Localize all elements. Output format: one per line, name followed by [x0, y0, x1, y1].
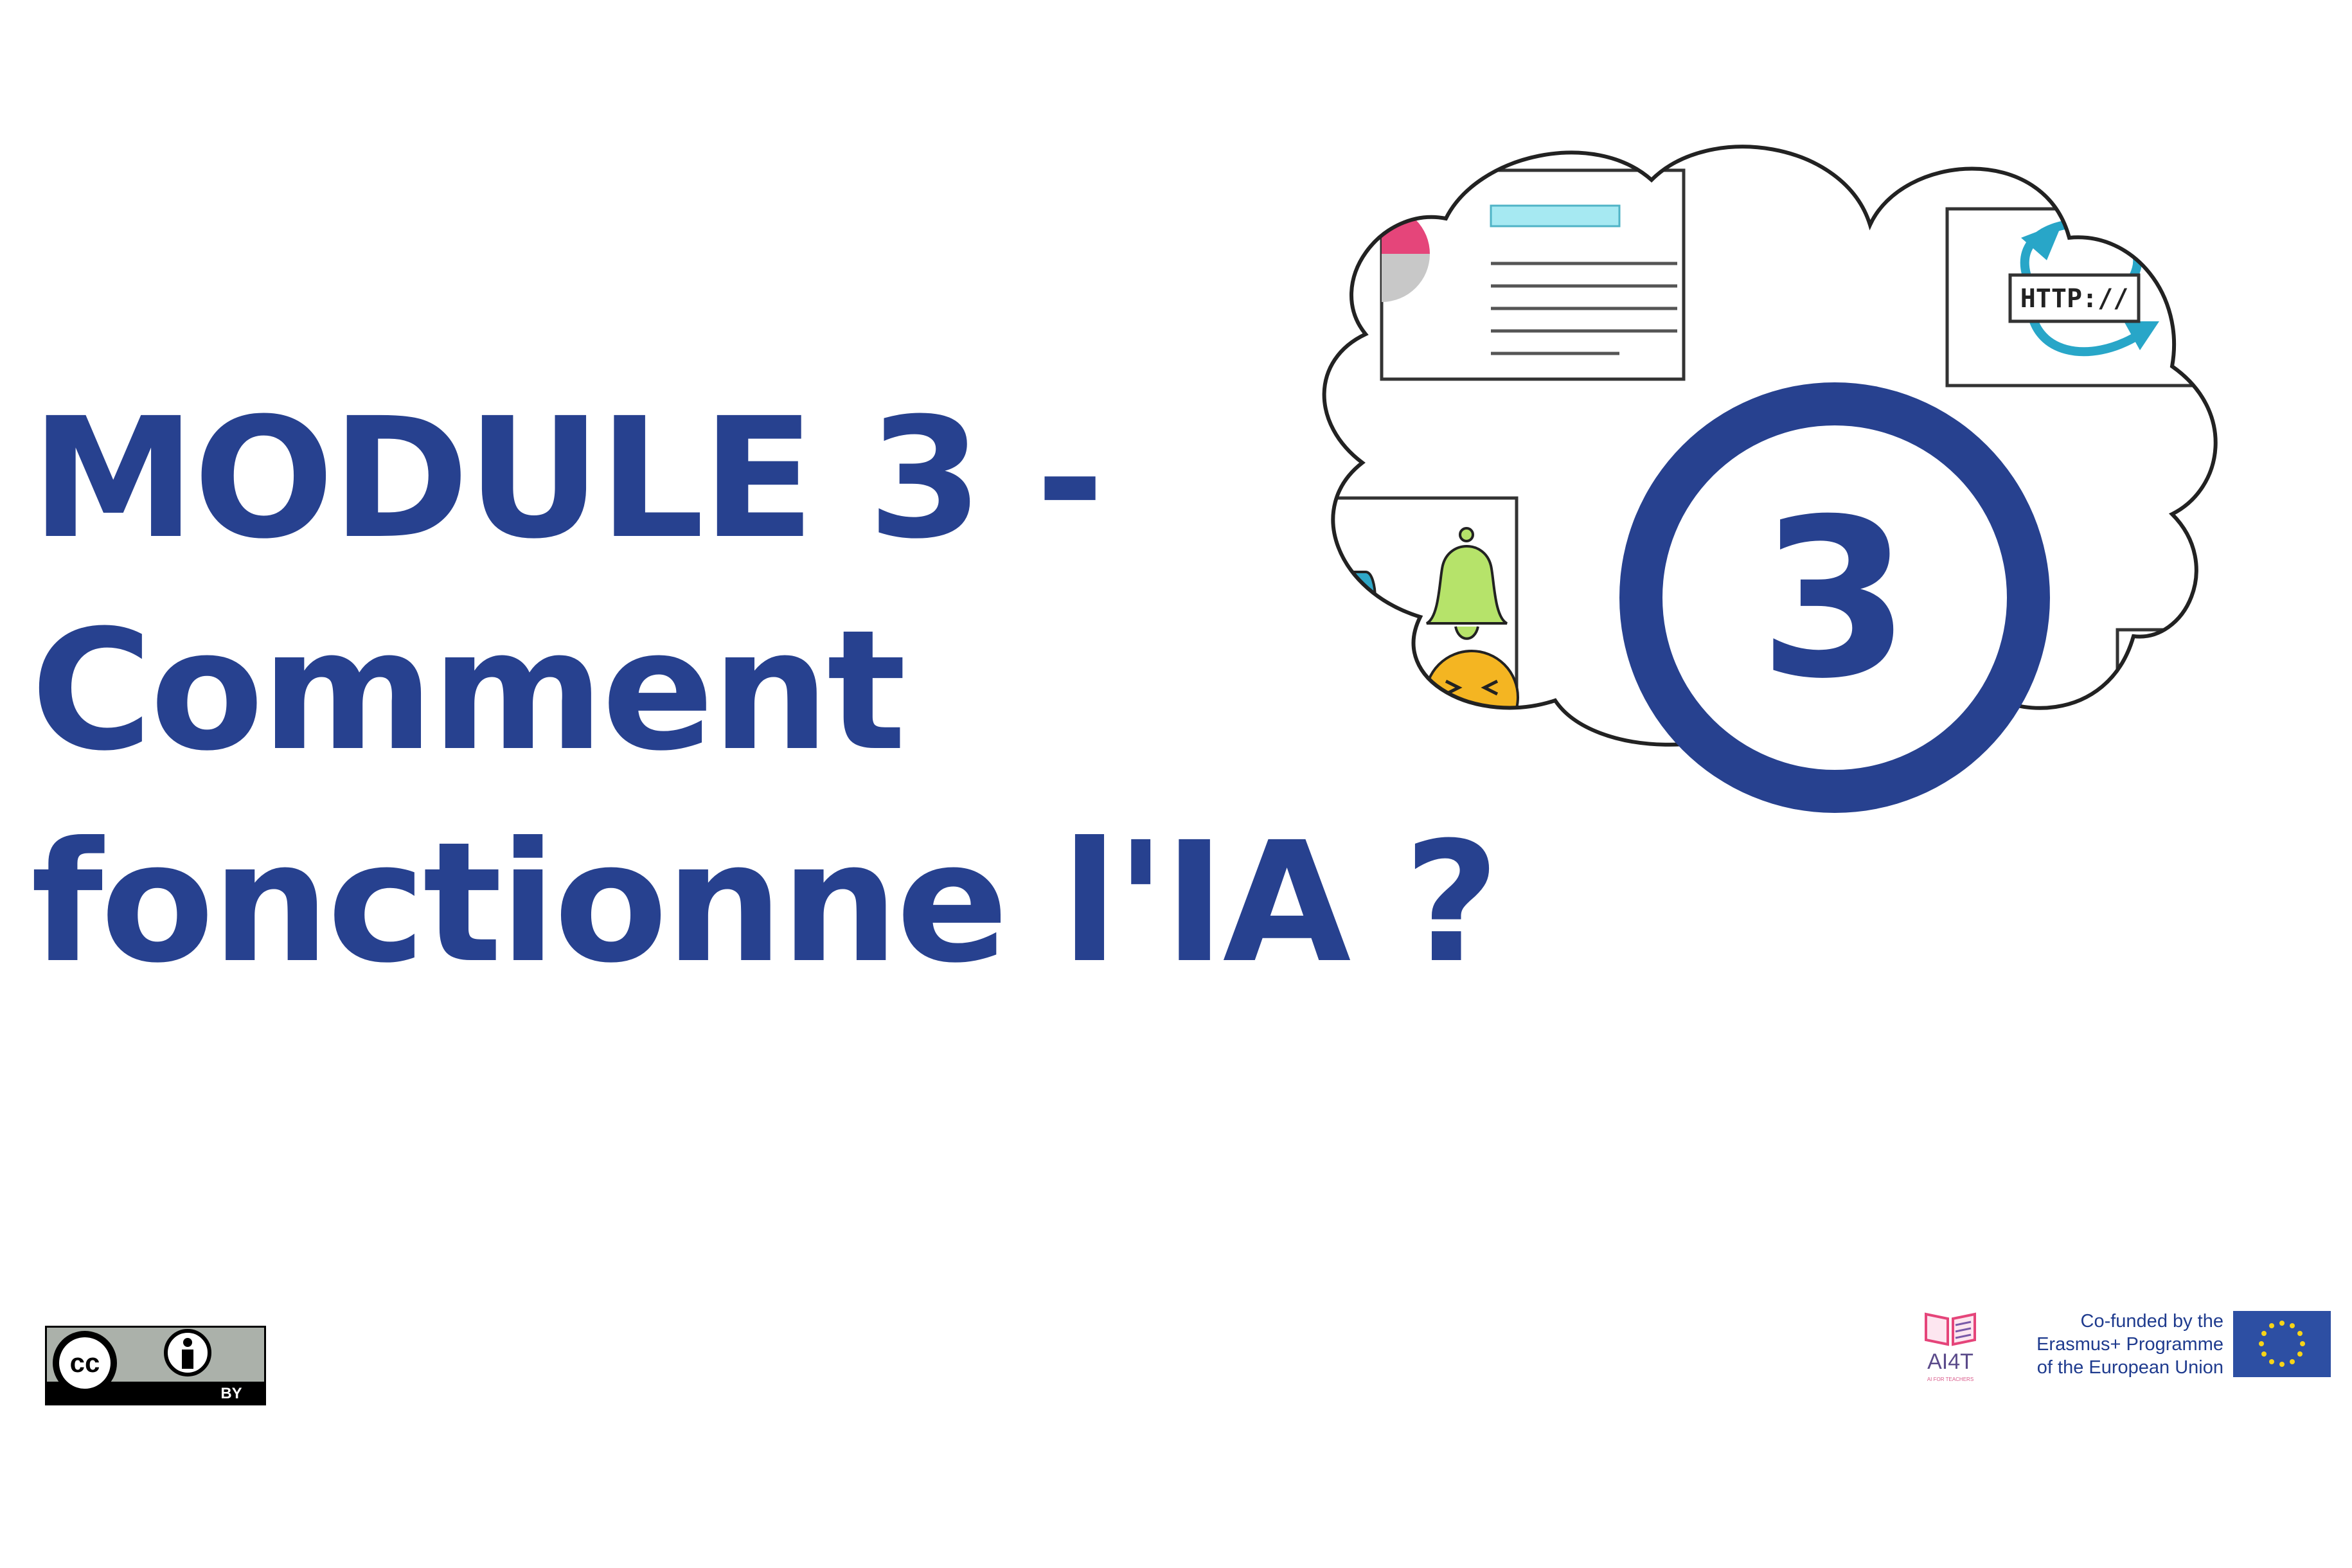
module-number: 3: [1759, 472, 1911, 727]
cloud-illustration: HTTP://: [1322, 145, 2352, 977]
by-label: BY: [220, 1385, 242, 1402]
module-number-badge: 3: [1619, 382, 2050, 813]
funding-statement: Co-funded by the Erasmus+ Programme of t…: [2005, 1310, 2223, 1379]
funding-line-1: Co-funded by the: [2080, 1311, 2223, 1332]
http-label: HTTP://: [2020, 284, 2129, 314]
ai4t-name: AI4T: [1927, 1350, 1973, 1374]
ai4t-logo: AI4T AI FOR TEACHERS: [1912, 1305, 1989, 1388]
checklist-card-icon: [2116, 628, 2216, 745]
module-title: MODULE 3 - Comment fonctionne l'IA ?: [31, 373, 1500, 1009]
ai4t-subtitle: AI FOR TEACHERS: [1927, 1376, 1974, 1382]
funding-line-3: of the European Union: [2036, 1357, 2223, 1378]
angry-face-icon: [1424, 650, 1519, 745]
funding-line-2: Erasmus+ Programme: [2036, 1334, 2223, 1355]
document-card-icon: [1380, 168, 1686, 381]
heart-icon: [1324, 640, 1374, 722]
reactions-card-icon: [1324, 496, 1519, 745]
title-line-1: MODULE 3 -: [31, 382, 1105, 575]
chart-card-icon: [1587, 803, 1825, 977]
open-book-icon: [1925, 1312, 1976, 1346]
cc-label: cc: [70, 1348, 100, 1378]
title-line-3: fonctionne l'IA ?: [31, 806, 1500, 999]
title-line-2: Comment: [31, 594, 906, 787]
cloud-outline: [1322, 145, 2218, 747]
server-card-icon: [2257, 353, 2352, 530]
eu-flag-icon: [2233, 1311, 2331, 1377]
bell-icon: [1425, 527, 1508, 640]
cc-by-license-badge[interactable]: cc BY: [45, 1326, 266, 1405]
